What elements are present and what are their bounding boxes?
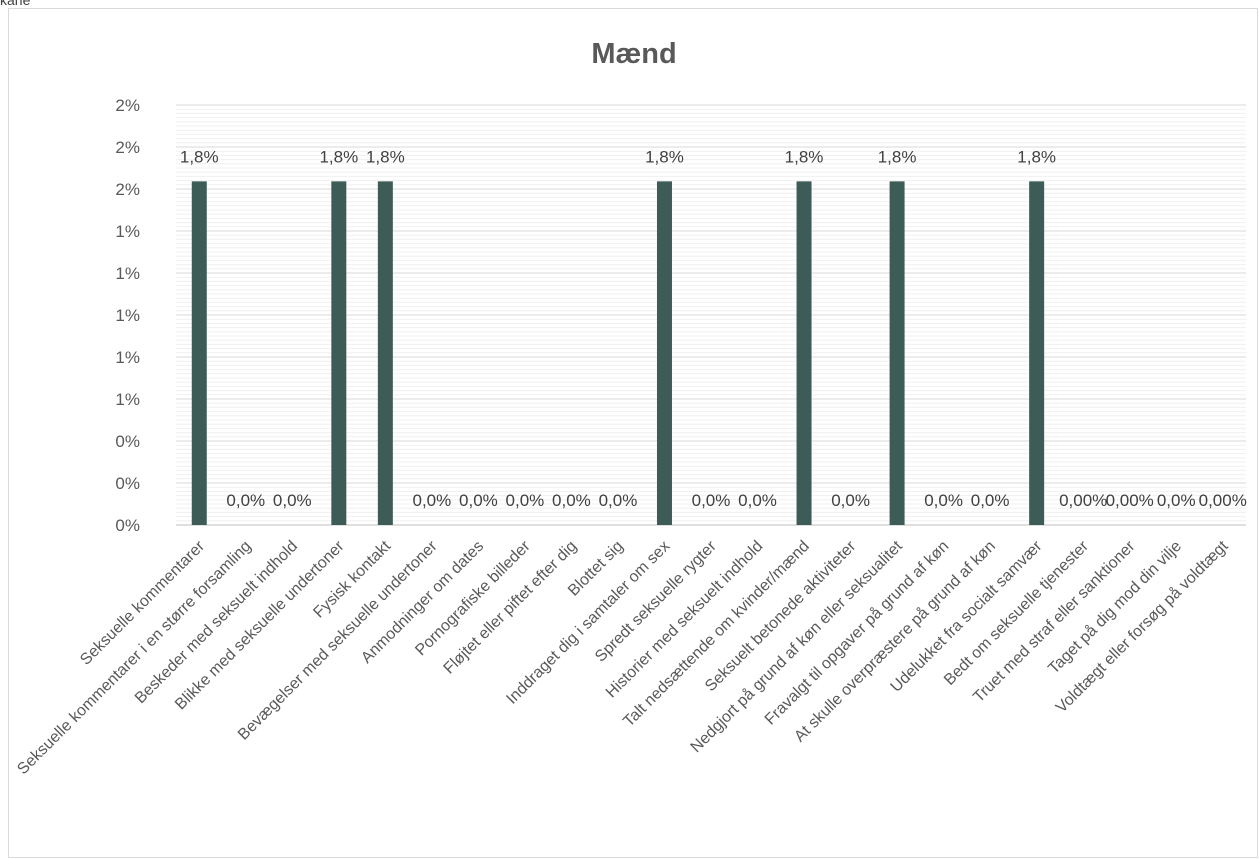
bar — [331, 181, 347, 525]
y-tick-label: 1% — [115, 306, 140, 325]
y-axis: 0% 0% 0% 1% 1% 1% 1% 1% 2% 2% 2% — [115, 96, 140, 535]
bar — [656, 181, 672, 525]
corner-text: kane — [0, 0, 31, 8]
data-label: 0,0% — [506, 491, 545, 510]
bar — [796, 181, 812, 525]
data-label: 1,8% — [366, 147, 405, 166]
data-label: 0,00% — [1199, 491, 1247, 510]
data-label: 0,0% — [692, 491, 731, 510]
data-label: 1,8% — [180, 147, 219, 166]
data-label: 0,0% — [459, 491, 498, 510]
x-tick-label: Blikke med seksuelle undertoner — [172, 537, 348, 713]
data-label: 1,8% — [878, 147, 917, 166]
bars — [191, 181, 1045, 525]
y-tick-label: 0% — [115, 474, 140, 493]
bar — [1029, 181, 1045, 525]
y-tick-label: 1% — [115, 348, 140, 367]
y-tick-label: 1% — [115, 390, 140, 409]
bar — [191, 181, 207, 525]
chart-title: Mænd — [591, 38, 676, 70]
data-label: 0,0% — [831, 491, 870, 510]
x-tick-label: Nedgjort på grund af køn eller seksualit… — [687, 537, 906, 756]
data-label: 0,0% — [552, 491, 591, 510]
data-label: 0,0% — [273, 491, 312, 510]
y-tick-label: 1% — [115, 264, 140, 283]
data-label: 0,00% — [1059, 491, 1107, 510]
gridlines — [176, 104, 1246, 526]
data-label: 0,0% — [738, 491, 777, 510]
data-label: 0,0% — [599, 491, 638, 510]
data-label: 1,8% — [319, 147, 358, 166]
data-label: 0,0% — [971, 491, 1010, 510]
data-label: 1,8% — [785, 147, 824, 166]
bar — [377, 181, 393, 525]
y-tick-label: 2% — [115, 138, 140, 157]
y-tick-label: 0% — [115, 432, 140, 451]
data-label: 1,8% — [1017, 147, 1056, 166]
data-label: 0,0% — [226, 491, 265, 510]
data-label: 0,00% — [1106, 491, 1154, 510]
data-label: 0,0% — [1157, 491, 1196, 510]
y-tick-label: 2% — [115, 96, 140, 115]
data-label: 1,8% — [645, 147, 684, 166]
data-labels: 1,8% 0,0% 0,0% 1,8% 1,8% 0,0% 0,0% 0,0% 0,0% 0,0%… — [180, 147, 1247, 510]
y-tick-label: 0% — [115, 516, 140, 535]
y-tick-label: 2% — [115, 180, 140, 199]
bar — [889, 181, 905, 525]
y-tick-label: 1% — [115, 222, 140, 241]
x-tick-label: Voldtægt eller forsøg på voldtægt — [1052, 537, 1232, 717]
data-label: 0,0% — [412, 491, 451, 510]
data-label: 0,0% — [924, 491, 963, 510]
